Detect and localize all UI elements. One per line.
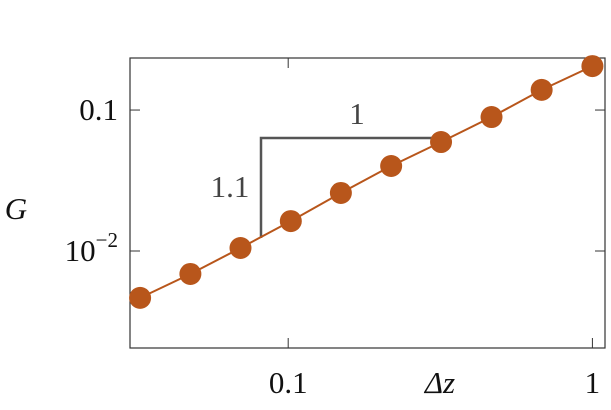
y-tick-exponent: −2 bbox=[96, 228, 118, 252]
y-tick-base: 10 bbox=[65, 233, 96, 268]
data-point bbox=[530, 78, 553, 101]
data-point bbox=[480, 106, 503, 129]
data-point bbox=[581, 55, 604, 78]
data-point bbox=[279, 210, 302, 233]
x-tick-label: 1 bbox=[585, 365, 601, 400]
data-point bbox=[329, 181, 352, 204]
data-point bbox=[430, 131, 453, 154]
slope-rise-label: 1.1 bbox=[211, 169, 250, 204]
x-tick-label: 0.1 bbox=[269, 365, 308, 400]
data-point bbox=[179, 262, 202, 285]
slope-triangle bbox=[259, 136, 445, 238]
data-point bbox=[129, 286, 152, 309]
x-axis-label: Δz bbox=[423, 365, 455, 400]
slope-run-label: 1 bbox=[349, 96, 365, 131]
y-tick-label: 0.1 bbox=[79, 92, 118, 127]
y-axis-label: G bbox=[5, 191, 27, 226]
fit-line bbox=[139, 65, 593, 299]
data-point bbox=[229, 237, 252, 260]
plot-frame bbox=[129, 57, 606, 349]
y-tick-label: 10−2 bbox=[65, 228, 118, 268]
data-point bbox=[380, 154, 403, 177]
